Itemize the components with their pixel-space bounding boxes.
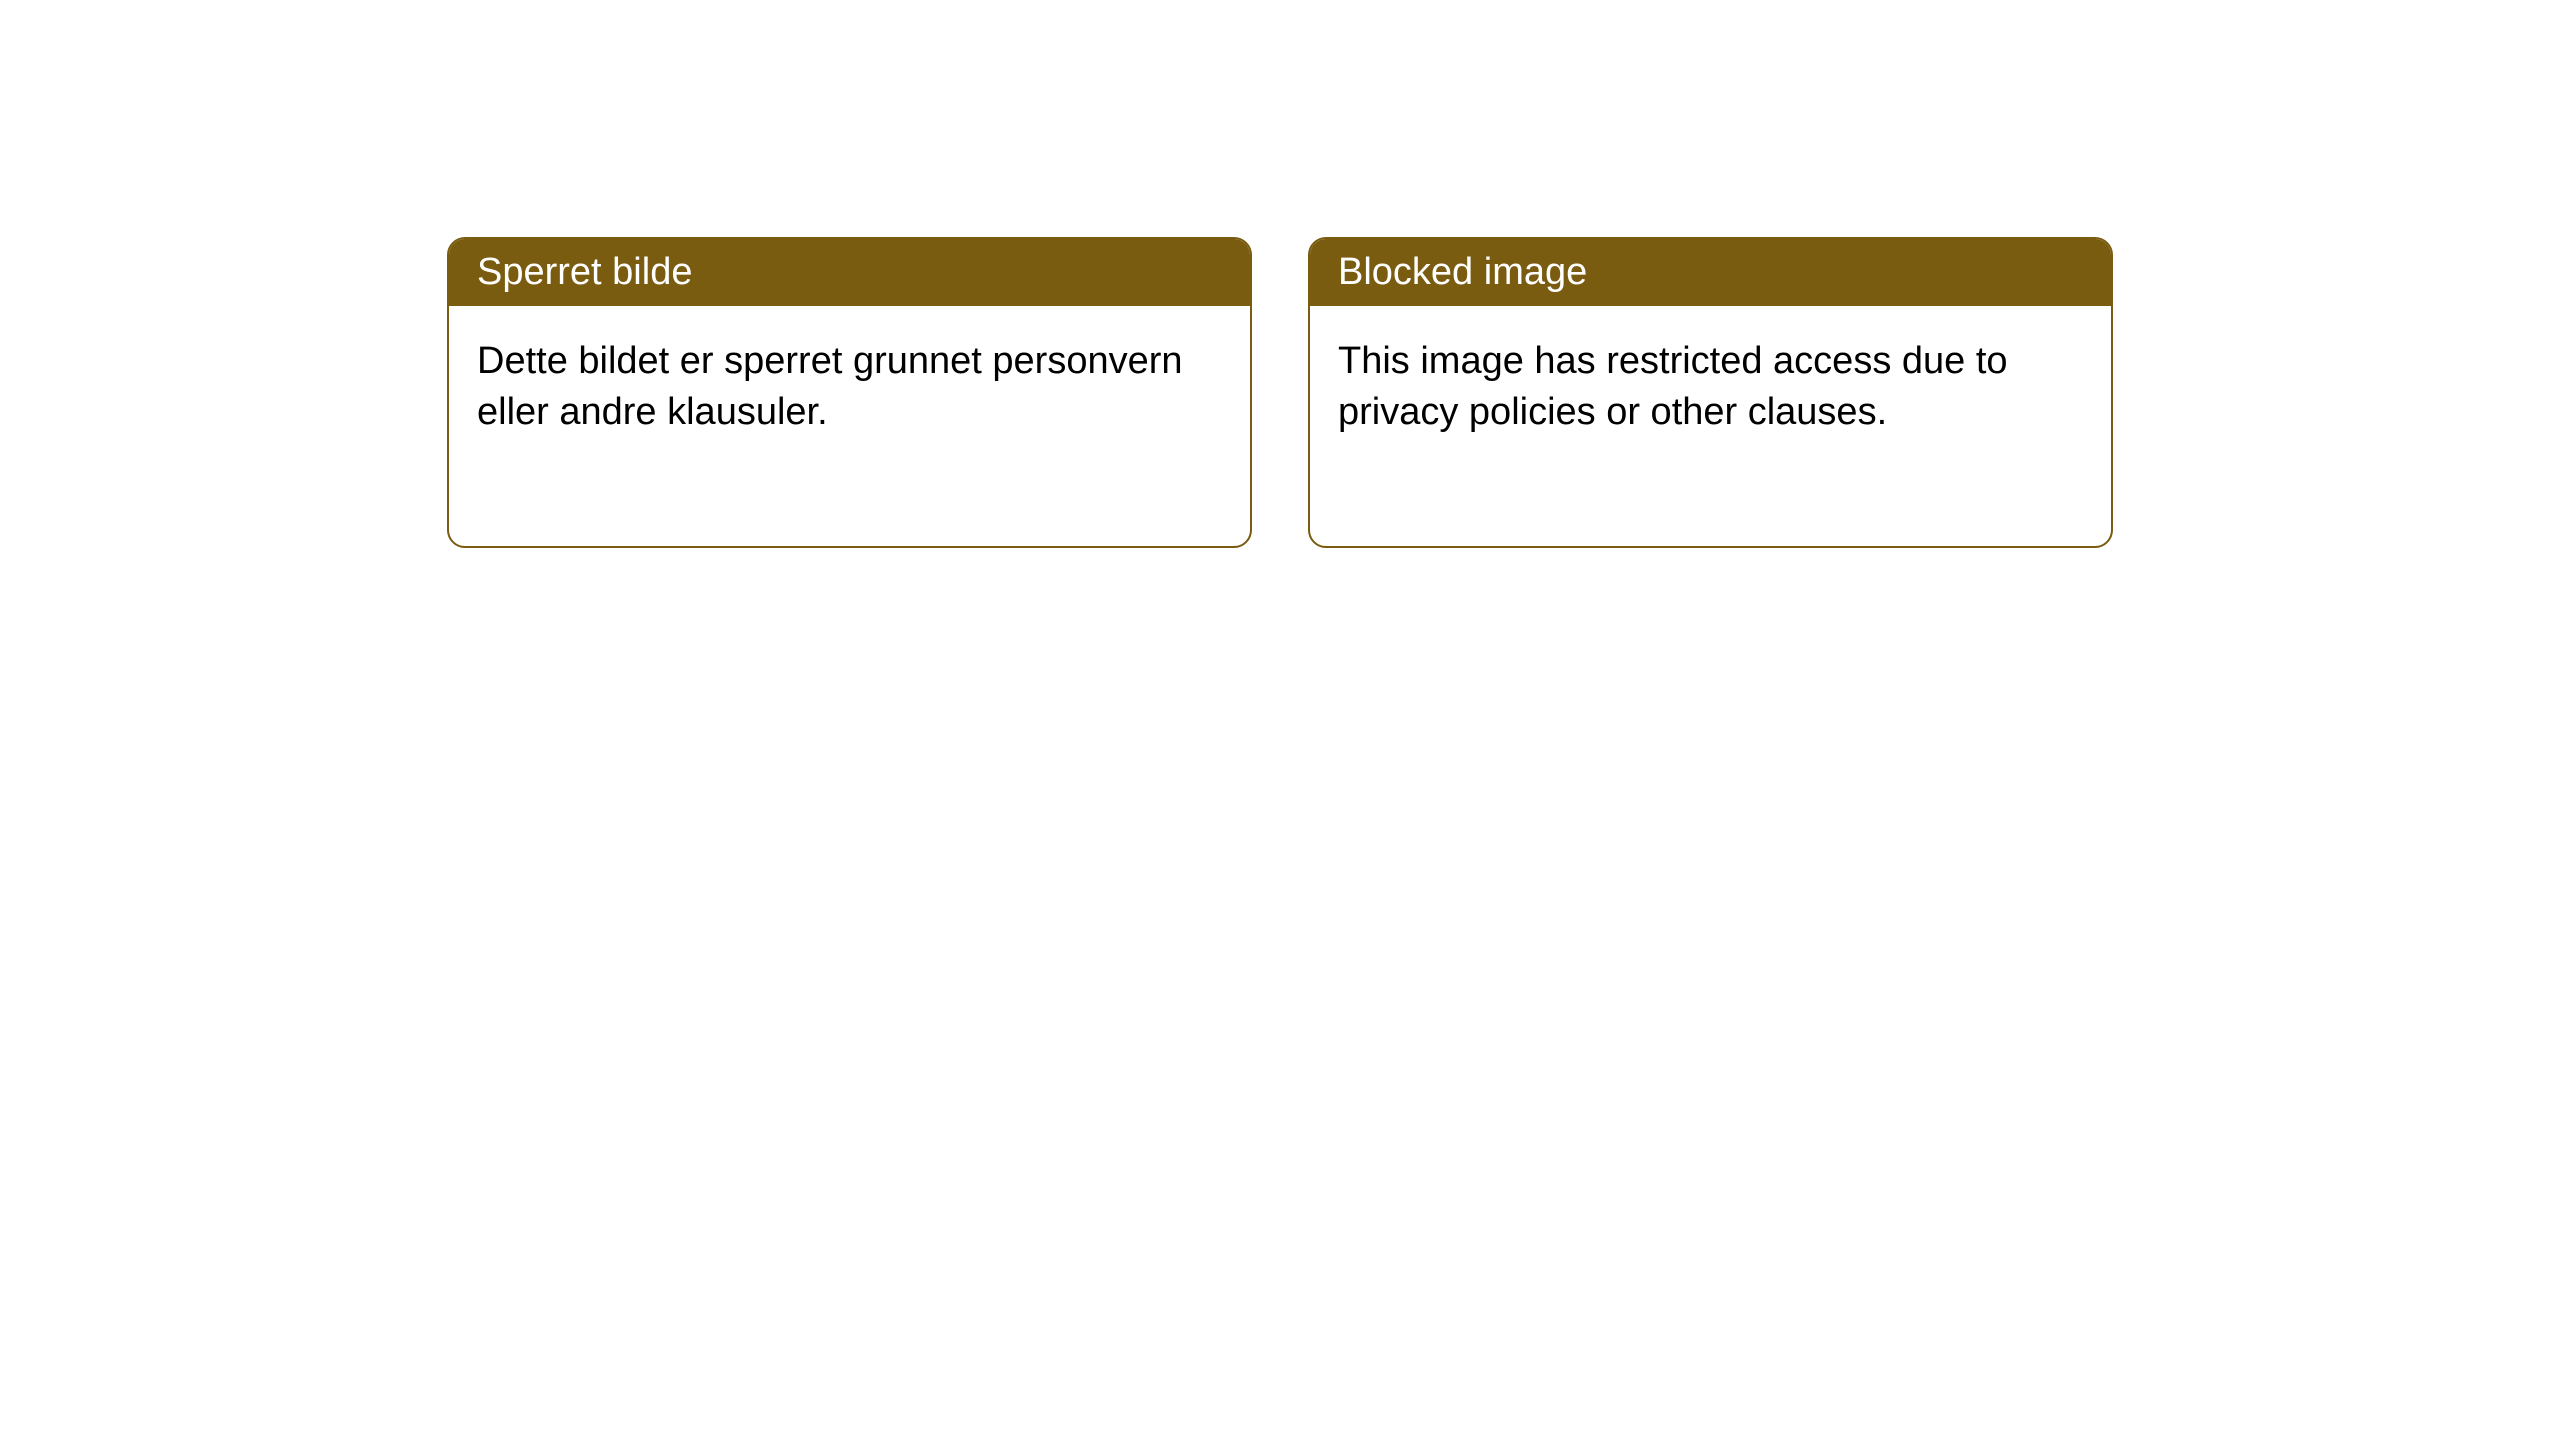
notice-card-norwegian: Sperret bilde Dette bildet er sperret gr… [447,237,1252,548]
card-title: Blocked image [1338,251,1587,293]
card-body: Dette bildet er sperret grunnet personve… [449,306,1250,546]
card-title: Sperret bilde [477,251,692,293]
card-header: Blocked image [1310,239,2111,306]
card-header: Sperret bilde [449,239,1250,306]
card-body-text: Dette bildet er sperret grunnet personve… [477,340,1183,433]
notice-cards-container: Sperret bilde Dette bildet er sperret gr… [447,237,2113,548]
notice-card-english: Blocked image This image has restricted … [1308,237,2113,548]
card-body-text: This image has restricted access due to … [1338,340,2008,433]
card-body: This image has restricted access due to … [1310,306,2111,546]
